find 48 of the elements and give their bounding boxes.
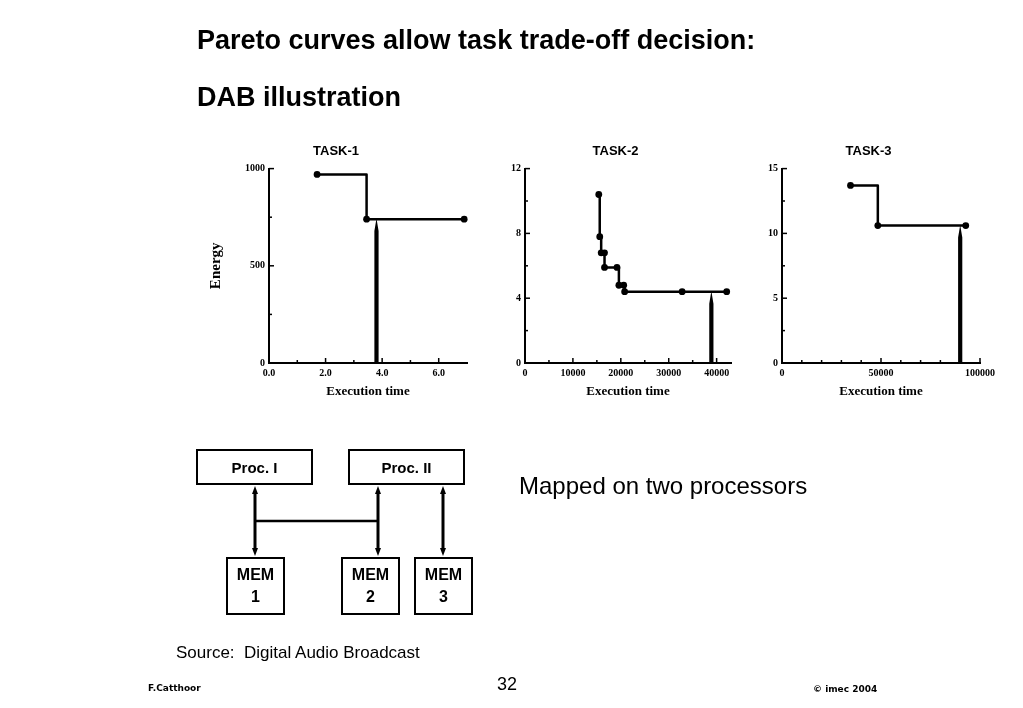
text: MEM 1	[235, 565, 276, 607]
point	[601, 264, 608, 271]
x-tick-label: 50000	[868, 366, 894, 378]
text: Proc. I	[231, 458, 278, 476]
x-tick-label: 100000	[965, 366, 995, 378]
y-tick-label: 12	[511, 162, 521, 174]
y-tick-label: 0	[516, 356, 521, 368]
x-tick-label: 2.0	[319, 366, 332, 378]
x-axis-title: Execution time	[839, 382, 923, 398]
y-tick-label: 500	[250, 259, 265, 271]
text: Pareto curves allow task trade-off decision: DAB illustration	[197, 24, 757, 114]
text: Mapped on two processors	[519, 472, 808, 499]
point	[678, 288, 686, 296]
y-tick-label: 1000	[245, 162, 265, 174]
chart-title: TASK-3	[845, 143, 892, 159]
text: MEM 3	[423, 565, 464, 607]
point	[595, 191, 603, 198]
x-axis-title: Execution time	[586, 382, 670, 398]
point	[620, 281, 628, 289]
y-tick-label: 4	[516, 291, 521, 303]
text: © imec 2004	[813, 684, 878, 694]
point	[723, 288, 731, 296]
text: F.Catthoor	[148, 683, 201, 693]
chart-title: TASK-1	[313, 143, 359, 159]
point	[613, 264, 621, 271]
x-tick-label: 0.0	[262, 366, 276, 378]
point	[596, 233, 604, 241]
y-axis-title: Energy	[206, 241, 223, 290]
y-tick-label: 0	[773, 356, 778, 368]
x-tick-label: 20000	[608, 366, 634, 378]
y-tick-label: 15	[768, 162, 778, 174]
chart-title: TASK-2	[592, 143, 639, 159]
text: 32	[497, 674, 518, 694]
point	[601, 249, 608, 257]
x-tick-label: 4.0	[375, 366, 389, 378]
y-tick-label: 5	[773, 291, 778, 303]
y-tick-label: 10	[768, 226, 778, 238]
y-tick-label: 0	[260, 356, 265, 368]
point	[621, 288, 629, 296]
text: MEM 2	[350, 565, 391, 607]
x-tick-label: 6.0	[432, 366, 445, 378]
x-tick-label: 10000	[560, 366, 586, 378]
x-axis-title: Execution time	[326, 382, 410, 398]
text: Proc. II	[381, 458, 432, 476]
x-tick-label: 40000	[704, 366, 730, 378]
source-note: Source: Digital Audio Broadcast	[176, 643, 420, 662]
x-tick-label: 30000	[656, 366, 682, 378]
y-tick-label: 8	[516, 226, 521, 238]
